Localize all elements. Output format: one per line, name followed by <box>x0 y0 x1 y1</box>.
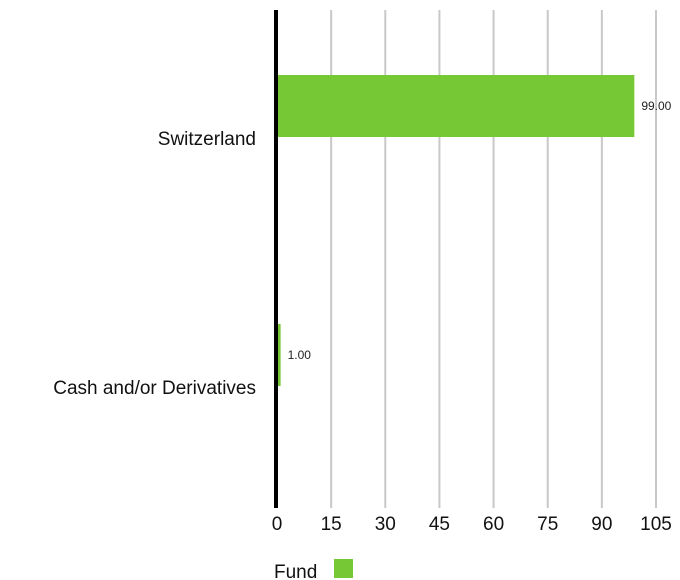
x-tick-label-105: 105 <box>640 514 672 535</box>
x-tick-label-90: 90 <box>591 514 612 535</box>
legend-swatch-fund <box>334 559 353 578</box>
bar-cash-and-or-derivatives <box>277 324 281 386</box>
data-label-0: 99.00 <box>641 99 671 113</box>
bars <box>277 75 635 386</box>
x-tick-label-30: 30 <box>375 514 396 535</box>
x-tick-label-0: 0 <box>272 514 283 535</box>
data-labels: 99.00 1.00 <box>288 99 672 362</box>
x-tick-label-60: 60 <box>483 514 504 535</box>
data-label-1: 1.00 <box>288 348 312 362</box>
bar-switzerland <box>277 75 635 137</box>
category-label-switzerland: Switzerland <box>158 129 256 150</box>
legend: Fund <box>274 559 353 580</box>
category-labels: Switzerland Cash and/or Derivatives <box>53 129 256 399</box>
x-tick-label-75: 75 <box>537 514 558 535</box>
legend-label-fund: Fund <box>274 562 317 580</box>
x-tick-label-45: 45 <box>429 514 450 535</box>
category-label-cash-and-or-derivatives: Cash and/or Derivatives <box>53 378 256 399</box>
x-tick-label-15: 15 <box>321 514 342 535</box>
x-tick-labels: 0 15 30 45 60 75 90 105 <box>272 514 672 535</box>
